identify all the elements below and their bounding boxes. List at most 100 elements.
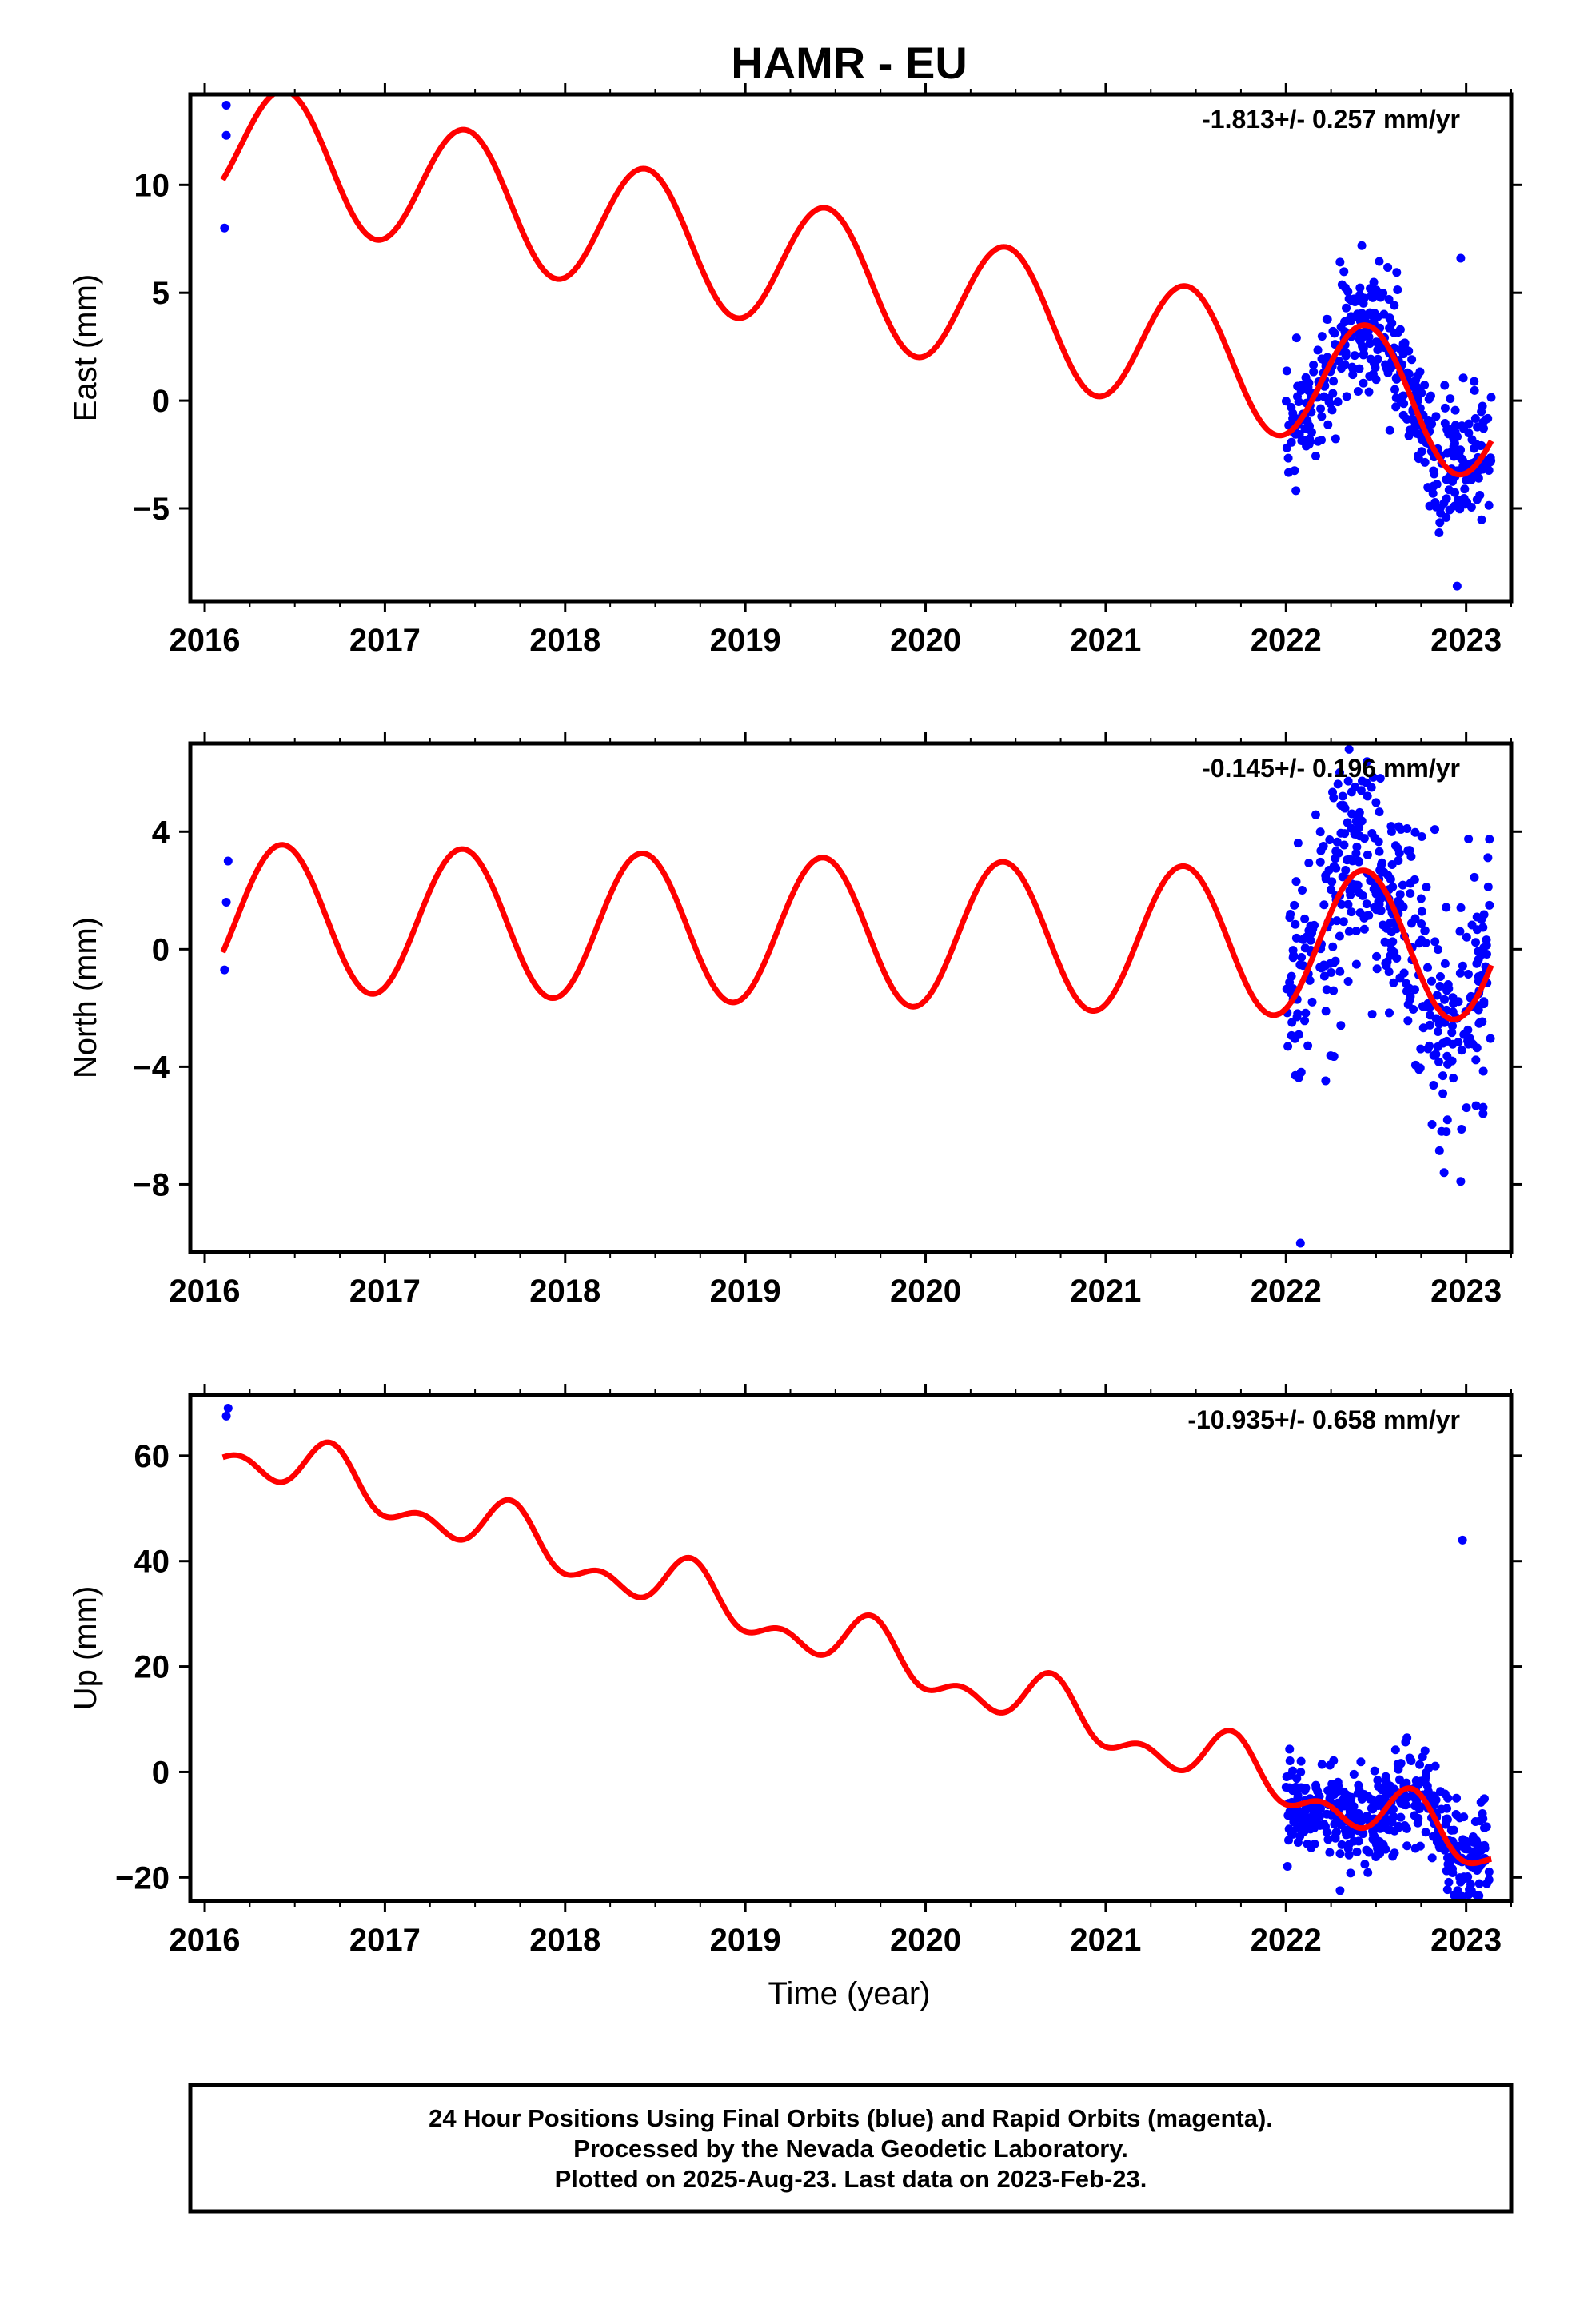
data-point bbox=[1293, 1009, 1303, 1018]
data-point bbox=[1313, 345, 1323, 355]
data-point bbox=[1335, 931, 1344, 941]
data-point bbox=[1440, 995, 1450, 1004]
data-point bbox=[1319, 960, 1329, 970]
data-point bbox=[1464, 834, 1474, 843]
x-tick-label: 2019 bbox=[710, 623, 781, 658]
plot-area bbox=[221, 1403, 1494, 1901]
data-point bbox=[1460, 484, 1470, 494]
data-point bbox=[1368, 312, 1378, 321]
data-point bbox=[1367, 1795, 1376, 1804]
data-point bbox=[1470, 872, 1479, 882]
data-point bbox=[1391, 402, 1401, 412]
data-point bbox=[1298, 886, 1307, 895]
data-point bbox=[1325, 398, 1335, 408]
data-point bbox=[1484, 465, 1494, 475]
data-point bbox=[1340, 829, 1350, 839]
data-point bbox=[1394, 848, 1404, 858]
data-point bbox=[1291, 933, 1301, 943]
data-point bbox=[1420, 1746, 1430, 1756]
data-point bbox=[1440, 381, 1450, 390]
data-point bbox=[1309, 367, 1319, 377]
data-point bbox=[1322, 314, 1331, 324]
data-point bbox=[1351, 848, 1361, 858]
data-point bbox=[1474, 1879, 1484, 1888]
data-point bbox=[1429, 1832, 1438, 1841]
data-point bbox=[1455, 927, 1465, 936]
data-point bbox=[1288, 1829, 1298, 1839]
data-point bbox=[1470, 413, 1480, 423]
data-point bbox=[1339, 800, 1348, 810]
data-point bbox=[1375, 866, 1385, 875]
data-point bbox=[1396, 345, 1406, 354]
data-point bbox=[1329, 1052, 1339, 1062]
data-point bbox=[1434, 1146, 1444, 1155]
data-point bbox=[1458, 1835, 1468, 1844]
data-point bbox=[1446, 1825, 1456, 1835]
data-point bbox=[1481, 415, 1490, 425]
data-point bbox=[1344, 927, 1354, 936]
data-point bbox=[1295, 960, 1305, 970]
data-point bbox=[1369, 884, 1379, 894]
data-point bbox=[1385, 1008, 1394, 1018]
data-point bbox=[1325, 835, 1335, 844]
y-tick-label: 60 bbox=[134, 1439, 170, 1474]
data-point bbox=[1331, 1832, 1340, 1842]
data-point bbox=[1450, 1890, 1459, 1899]
data-point bbox=[1477, 407, 1486, 417]
data-point bbox=[1329, 986, 1339, 995]
data-point bbox=[1328, 389, 1338, 398]
data-point bbox=[1371, 798, 1381, 807]
data-point bbox=[1478, 1066, 1488, 1076]
data-point bbox=[1437, 1804, 1446, 1814]
data-point bbox=[1385, 425, 1394, 435]
data-point bbox=[1323, 420, 1333, 429]
data-point bbox=[1308, 924, 1318, 934]
data-point bbox=[1375, 341, 1384, 350]
data-point bbox=[1372, 951, 1382, 961]
data-point bbox=[1379, 920, 1388, 930]
data-point bbox=[1452, 581, 1462, 591]
data-point bbox=[1371, 1840, 1381, 1849]
data-point bbox=[1431, 1014, 1441, 1023]
data-point bbox=[1288, 946, 1298, 955]
data-point bbox=[1394, 856, 1403, 866]
data-point bbox=[1393, 285, 1402, 294]
x-tick-label: 2016 bbox=[170, 1274, 241, 1309]
data-point bbox=[1382, 1777, 1391, 1787]
data-point bbox=[1439, 1168, 1449, 1178]
data-point bbox=[1385, 314, 1394, 324]
data-point bbox=[1359, 378, 1368, 388]
data-point bbox=[1352, 842, 1362, 851]
x-tick-label: 2020 bbox=[890, 623, 961, 658]
data-point bbox=[1291, 1784, 1301, 1794]
data-point bbox=[1330, 1820, 1339, 1829]
data-point bbox=[1283, 453, 1293, 463]
data-point bbox=[1470, 385, 1479, 395]
data-point bbox=[1396, 1812, 1406, 1822]
data-point bbox=[1433, 1026, 1442, 1036]
data-point bbox=[1365, 371, 1375, 381]
data-point bbox=[1394, 328, 1403, 337]
data-point bbox=[1327, 877, 1337, 887]
y-tick-label: 20 bbox=[134, 1650, 170, 1685]
data-point bbox=[1351, 816, 1361, 826]
data-point bbox=[1479, 1794, 1489, 1804]
data-point bbox=[1427, 1120, 1437, 1130]
data-point bbox=[1417, 435, 1426, 444]
data-point bbox=[1420, 926, 1430, 935]
data-point bbox=[1358, 776, 1367, 786]
data-point bbox=[1386, 822, 1396, 831]
y-tick-label: −8 bbox=[133, 1167, 170, 1202]
data-point bbox=[1353, 880, 1363, 890]
data-point bbox=[1406, 889, 1415, 899]
data-point bbox=[1333, 779, 1343, 789]
data-point bbox=[1347, 809, 1357, 819]
y-axis-title: North (mm) bbox=[68, 917, 103, 1078]
data-point bbox=[1297, 1816, 1307, 1825]
data-point bbox=[1369, 1801, 1379, 1811]
data-point bbox=[1339, 917, 1348, 927]
x-tick-label: 2023 bbox=[1430, 623, 1502, 658]
data-point bbox=[1300, 914, 1310, 923]
data-point bbox=[1390, 1848, 1399, 1858]
data-point bbox=[1450, 428, 1460, 437]
